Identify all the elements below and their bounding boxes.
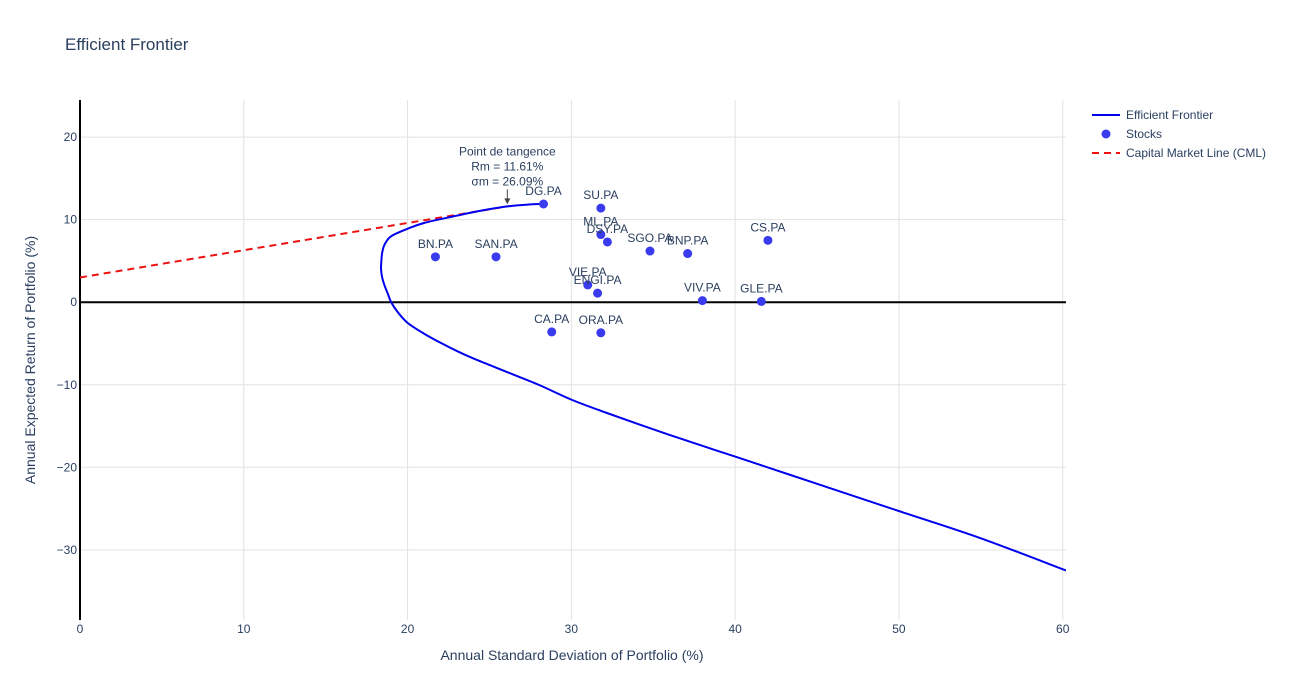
legend-item-stocks: Stocks [1101, 127, 1162, 141]
legend-label: Capital Market Line (CML) [1126, 146, 1266, 160]
stock-marker [547, 327, 557, 337]
stock-label: SU.PA [583, 188, 618, 202]
y-tick-label: −10 [57, 378, 78, 392]
stock-marker [697, 296, 707, 306]
x-tick-label: 10 [237, 622, 251, 636]
stock-label: BNP.PA [667, 234, 709, 248]
y-tick-label: −20 [57, 460, 78, 474]
stock-marker [763, 235, 773, 245]
axes: 0 10 20 30 40 50 60 −30 −20 −10 0 10 20 [57, 100, 1070, 636]
plot-area [80, 199, 1066, 572]
cml-line [80, 205, 508, 279]
x-axis-title: Annual Standard Deviation of Portfolio (… [440, 647, 703, 663]
stock-marker [683, 249, 693, 259]
stock-marker [596, 230, 606, 240]
stock-label: BN.PA [418, 237, 453, 251]
annotation-arrow-head [504, 198, 511, 205]
stock-marker [491, 252, 501, 262]
y-tick-label: 0 [70, 295, 77, 309]
legend-item-cml: Capital Market Line (CML) [1092, 146, 1266, 160]
stock-label: GLE.PA [740, 281, 782, 295]
x-tick-label: 50 [892, 622, 906, 636]
legend-label: Stocks [1126, 127, 1162, 141]
stock-marker [756, 296, 766, 306]
stock-label: DSY.PA [587, 222, 629, 236]
y-tick-label: 20 [64, 130, 78, 144]
stock-marker [430, 252, 440, 262]
grid [80, 100, 1066, 620]
efficient-frontier-line [380, 203, 1066, 572]
stock-label: DG.PA [525, 184, 561, 198]
x-tick-label: 20 [401, 622, 415, 636]
annotation-text: Rm = 11.61% [471, 159, 543, 173]
stock-label: SGO.PA [627, 231, 672, 245]
annotation-text: σm = 26.09% [471, 174, 543, 188]
stock-marker [602, 237, 612, 247]
stock-label: ORA.PA [579, 313, 623, 327]
stock-label: VIE.PA [569, 265, 607, 279]
stock-marker [645, 246, 655, 256]
y-axis-title: Annual Expected Return of Portfolio (%) [22, 236, 38, 484]
stock-label: ENGI.PA [574, 273, 622, 287]
stock-marker [596, 203, 606, 213]
x-tick-label: 30 [565, 622, 579, 636]
stock-label: CA.PA [534, 312, 569, 326]
legend-label: Efficient Frontier [1126, 108, 1213, 122]
y-tick-label: 10 [64, 213, 78, 227]
x-tick-label: 60 [1056, 622, 1070, 636]
stock-marker [596, 328, 606, 338]
stock-label: VIV.PA [684, 281, 721, 295]
stock-label: SAN.PA [474, 237, 517, 251]
x-tick-label: 40 [728, 622, 742, 636]
stock-marker [539, 199, 549, 209]
annotation-text: Point de tangence [459, 144, 556, 158]
y-tick-label: −30 [57, 543, 78, 557]
stock-marker [583, 280, 593, 290]
stock-label: ML.PA [583, 215, 618, 229]
stock-marker [593, 288, 603, 298]
legend-item-efficient-frontier: Efficient Frontier [1092, 108, 1213, 122]
legend-marker-swatch [1101, 129, 1111, 139]
legend[interactable]: Efficient Frontier Stocks Capital Market L… [1092, 108, 1266, 160]
chart-title: Efficient Frontier [65, 35, 189, 54]
stock-label: CS.PA [750, 220, 785, 234]
x-tick-label: 0 [77, 622, 84, 636]
